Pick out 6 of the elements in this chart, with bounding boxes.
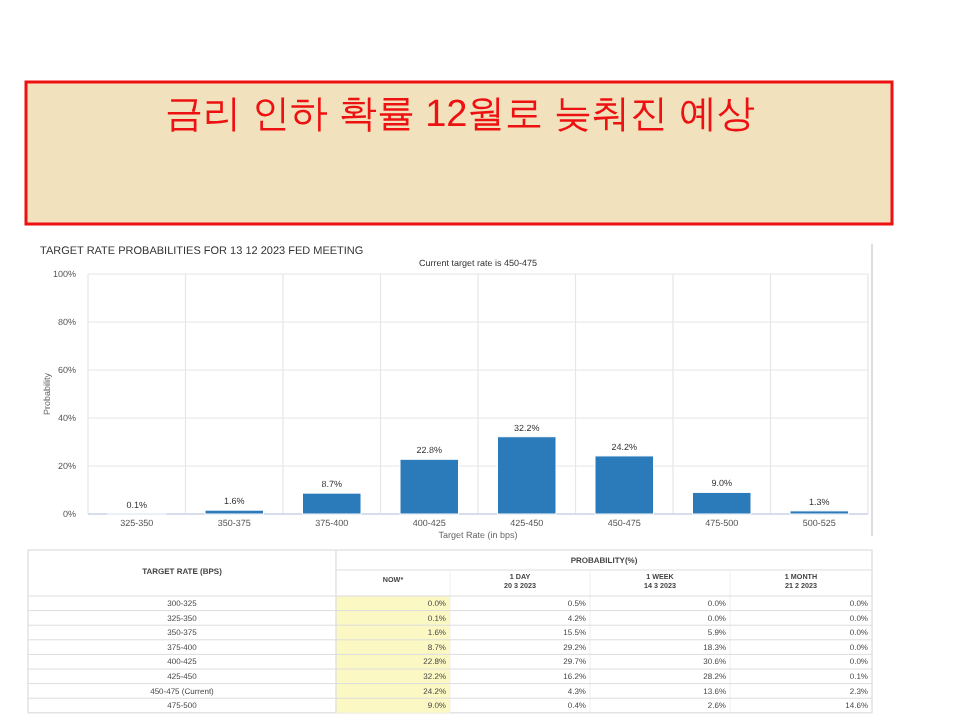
bar [302, 492, 362, 515]
chart-title: 금리 인하 확률 12월로 늦춰진 예상 [165, 94, 755, 136]
bar [497, 436, 557, 515]
bar [594, 455, 654, 515]
bar [692, 491, 752, 515]
bar [399, 458, 459, 515]
